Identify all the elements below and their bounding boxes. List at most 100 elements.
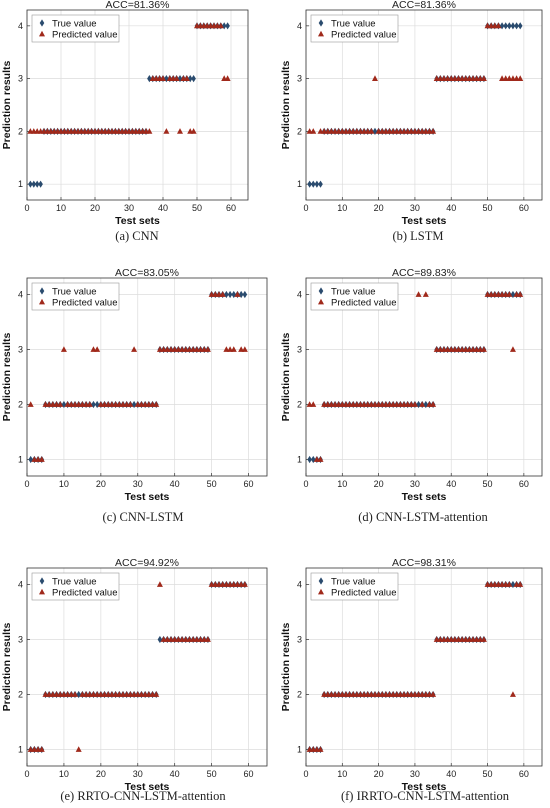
legend-box [310,282,399,311]
chart-title: ACC=94.92% [115,557,179,569]
y-tick-label: 2 [18,400,23,410]
predicted-value-point [310,128,317,134]
x-axis-label: Test sets [402,491,447,503]
legend-box [310,14,399,43]
x-tick-label: 10 [337,479,347,489]
x-tick-label: 20 [90,203,100,213]
predicted-value-point [224,75,231,82]
y-axis-label: Prediction results [280,61,292,150]
x-tick-label: 20 [96,479,106,489]
true-value-point [187,75,193,83]
plot-area [27,278,267,476]
predicted-value-point [190,128,197,134]
legend-predicted-value-label: Predicted value [331,29,396,40]
x-tick-label: 10 [337,203,347,213]
predicted-value-point [177,128,183,134]
y-tick-label: 4 [18,290,23,300]
y-tick-label: 3 [18,345,23,355]
predicted-value-point [57,401,64,407]
x-tick-label: 50 [207,479,217,489]
x-tick-label: 50 [192,203,202,213]
plot-frame [305,9,543,201]
true-value-point [307,180,312,188]
chart-panel: 0 10 20 30 40 50 60 1 2 3 4 ACC=89.83% Test sets Pred… [280,267,543,524]
x-tick-label: 30 [133,479,143,489]
legend-predicted-value-label: Predicted value [52,587,117,598]
predicted-value-point [317,746,324,752]
x-tick-label: 60 [226,203,236,213]
predicted-value-point [506,291,513,297]
x-tick-label: 0 [24,203,29,213]
series-predicted-value [306,291,524,462]
y-tick-label: 3 [18,74,23,84]
y-tick-label: 1 [297,179,302,189]
panel-caption: (c) CNN-LSTM [103,510,184,524]
predicted-value-point [495,22,502,29]
true-value-point [310,180,316,188]
x-tick-label: 10 [337,769,347,779]
plot-frame [305,277,543,477]
true-value-point [157,635,163,644]
predicted-value-point [75,746,82,752]
true-value-point [318,180,323,188]
predicted-value-point [38,456,45,462]
y-tick-label: 2 [297,126,302,136]
series-predicted-value [306,22,524,134]
x-tick-label: 50 [483,769,493,779]
x-axis-label: Test sets [402,781,447,793]
plot-area [306,568,542,766]
x-axis-label: Test sets [115,215,160,227]
legend-true-value-marker [318,19,324,27]
panel-caption: (e) RRTO-CNN-LSTM-attention [60,789,226,803]
x-tick-label: 40 [446,479,456,489]
legend-box [310,572,399,601]
predicted-value-point [411,401,418,407]
x-tick-label: 0 [303,479,308,489]
legend-true-value-marker [39,577,45,585]
predicted-value-point [230,346,237,352]
y-tick-label: 2 [18,126,23,136]
y-tick-label: 4 [297,21,302,31]
predicted-value-point [156,581,163,587]
legend-predicted-value-label: Predicted value [52,29,117,40]
series-predicted-value [27,22,231,134]
predicted-value-point [86,401,93,407]
predicted-value-point [153,401,160,407]
y-axis-label: Prediction results [1,333,13,422]
legend-true-value-label: True value [52,286,97,297]
predicted-value-point [131,346,138,352]
legend-predicted-value-marker [39,30,45,37]
x-tick-label: 40 [446,203,456,213]
true-value-point [517,22,523,30]
predicted-value-point [371,75,378,82]
predicted-value-point [146,128,153,134]
y-tick-label: 1 [18,745,23,755]
y-tick-label: 4 [297,290,302,300]
x-tick-label: 10 [59,479,69,489]
predicted-value-point [60,346,67,352]
legend-true-value-marker [318,287,324,295]
predicted-value-point [517,291,524,297]
x-tick-label: 0 [303,203,308,213]
series-predicted-value [27,581,248,752]
predicted-value-point [204,346,211,352]
chart-panel: 0 10 20 30 40 50 60 1 2 3 4 ACC=83.05% Test sets Pred… [1,267,268,524]
x-axis-label: Test sets [125,491,170,503]
chart-panel: 0 10 20 30 40 50 60 1 2 3 4 ACC=94.92% Test sets Pred… [1,557,268,803]
predicted-value-point [241,581,248,587]
predicted-value-point [72,691,78,697]
legend-box [31,14,120,43]
x-tick-label: 0 [24,769,29,779]
predicted-value-point [173,75,180,82]
predicted-value-point [241,346,248,352]
plot-frame [305,567,543,767]
true-value-point [242,290,248,299]
true-value-point [147,75,152,83]
series-predicted-value [27,291,248,462]
x-axis-label: Test sets [125,781,170,793]
legend-predicted-value-marker [39,588,45,595]
